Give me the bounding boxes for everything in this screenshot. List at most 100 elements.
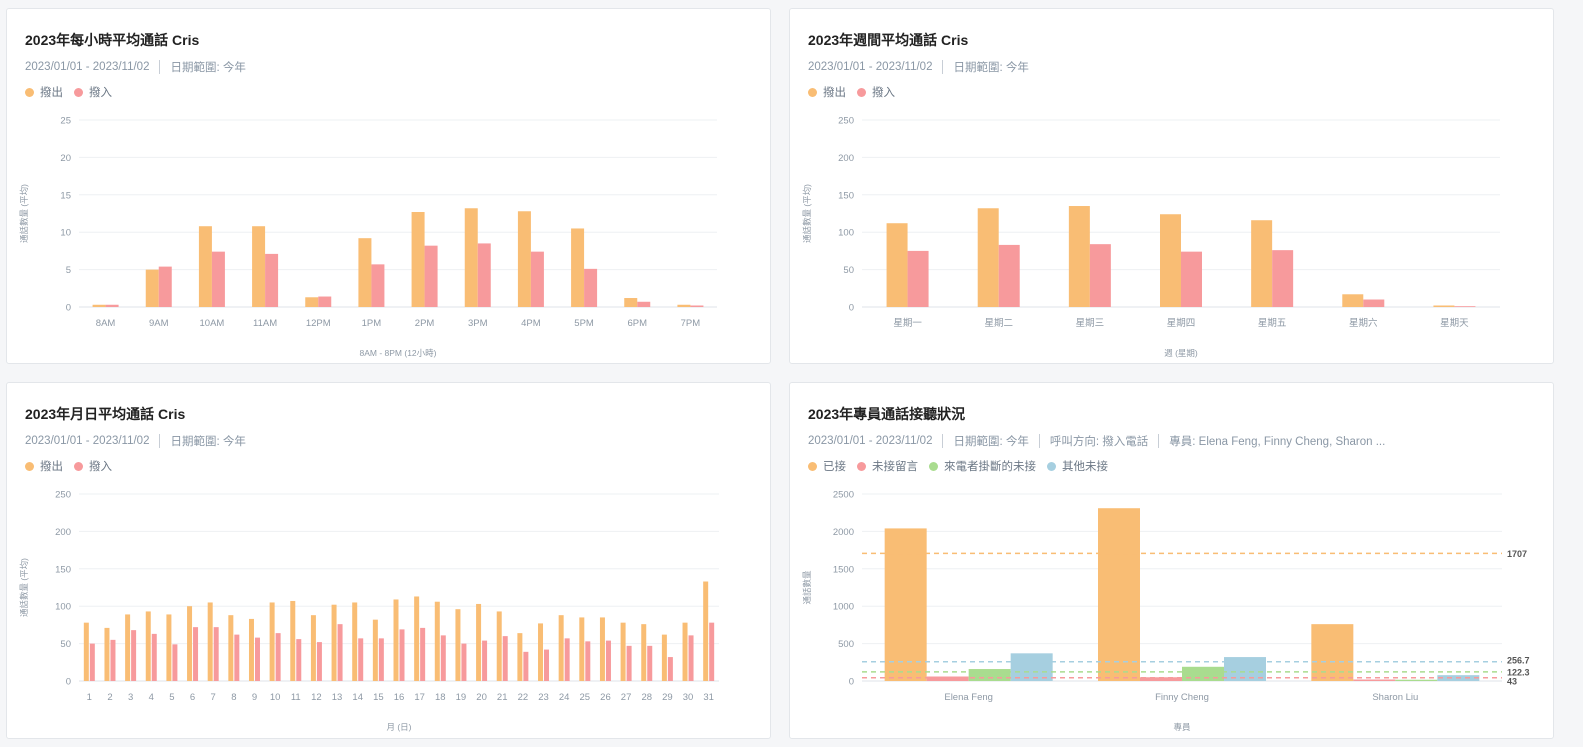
x-tick-label: 6 (190, 692, 195, 703)
bar (1454, 306, 1476, 307)
legend-item-incoming[interactable]: 撥入 (857, 84, 895, 100)
bar (1010, 653, 1053, 681)
date-range-filter: 日期範圍: 今年 (953, 62, 1029, 74)
y-axis-label: 通話數量 (平均) (802, 184, 812, 243)
legend-item-incoming[interactable]: 撥入 (74, 84, 112, 100)
bar (145, 611, 151, 681)
bar (290, 600, 296, 681)
x-tick-label: 4 (149, 692, 154, 703)
x-tick-label: 16 (394, 692, 405, 703)
bar (104, 627, 110, 681)
legend-item-outgoing[interactable]: 撥出 (808, 84, 846, 100)
bar (1363, 299, 1385, 307)
bar (172, 644, 178, 681)
legend-item-outgoing[interactable]: 撥出 (25, 84, 63, 100)
bar (886, 223, 908, 307)
y-tick-label: 200 (55, 527, 71, 538)
y-tick-label: 250 (838, 116, 854, 127)
bar (213, 627, 219, 681)
bar (372, 619, 378, 681)
bar (207, 602, 213, 681)
bar (461, 643, 467, 681)
bar (477, 243, 491, 307)
y-tick-label: 100 (55, 602, 71, 613)
chart-meta: 2023/01/01 - 2023/11/02 日期範圍: 今年 (808, 59, 1029, 75)
bar (92, 304, 106, 307)
legend-label: 撥出 (40, 461, 63, 473)
meta-divider (942, 434, 944, 448)
bar (228, 615, 234, 681)
legend-dot (857, 461, 866, 471)
bar (558, 615, 564, 681)
y-axis-label: 通話數量 (平均) (19, 558, 29, 617)
bar (434, 601, 440, 681)
bar (371, 264, 385, 307)
x-tick-label: 星期四 (1167, 318, 1196, 329)
legend-item-outgoing[interactable]: 撥出 (25, 458, 63, 474)
x-tick-label: 27 (621, 692, 632, 703)
legend-item-caller-hangup[interactable]: 來電者掛斷的未接 (929, 458, 1036, 474)
date-range: 2023/01/01 - 2023/11/02 (25, 435, 150, 447)
bar (1342, 294, 1364, 307)
weekday-calls-card: 2023年週間平均通話 Cris 2023/01/01 - 2023/11/02… (789, 8, 1554, 364)
x-axis-label: 月 (日) (386, 722, 411, 732)
bar (1098, 508, 1140, 681)
y-tick-label: 2500 (833, 490, 854, 501)
bar (476, 603, 482, 681)
x-tick-label: 21 (497, 692, 508, 703)
x-tick-label: 17 (414, 692, 425, 703)
bar (254, 637, 260, 681)
bar (1160, 214, 1181, 307)
x-axis-label: 8AM - 8PM (12小時) (360, 348, 437, 358)
meta-divider (159, 60, 161, 74)
x-tick-label: 8 (231, 692, 236, 703)
legend-item-other-missed[interactable]: 其他未接 (1047, 458, 1108, 474)
hourly-bar-chart: 0 5 10 15 20 25 通話數量 (平均) 8AM - 8PM (12小時) 8AM 9A… (19, 116, 717, 358)
legend-label: 已接 (823, 461, 846, 473)
legend-item-answered[interactable]: 已接 (808, 458, 846, 474)
legend-item-voicemail[interactable]: 未接留言 (857, 458, 918, 474)
x-tick-label: 9 (252, 692, 257, 703)
bar (399, 629, 405, 681)
y-tick-label: 500 (838, 639, 854, 650)
bar (620, 622, 626, 681)
bar (709, 622, 715, 681)
x-tick-label: 10 (270, 692, 281, 703)
bar (517, 211, 531, 307)
hourly-calls-card: 2023年每小時平均通話 Cris 2023/01/01 - 2023/11/0… (6, 8, 771, 364)
x-tick-label: 6PM (627, 318, 647, 329)
bar (145, 269, 159, 307)
chart-meta: 2023/01/01 - 2023/11/02 日期範圍: 今年 呼叫方向: 撥… (808, 433, 1385, 449)
x-tick-label: 星期五 (1258, 318, 1287, 329)
bar (310, 615, 316, 681)
chart-legend: 撥出 撥入 (25, 458, 123, 474)
bar (626, 645, 632, 681)
bar (579, 617, 585, 681)
bar (884, 528, 927, 681)
legend-label: 撥入 (872, 87, 895, 99)
bar (517, 633, 523, 681)
y-tick-label: 5 (66, 265, 71, 276)
reference-line-label: 1707 (1507, 549, 1527, 559)
x-tick-label: 1PM (362, 318, 382, 329)
bar (151, 633, 157, 681)
bar (352, 602, 358, 681)
x-axis-label: 專員 (1173, 722, 1191, 732)
bar (358, 238, 372, 307)
x-tick-label: 2 (107, 692, 112, 703)
bar (667, 657, 673, 681)
bar (193, 627, 199, 681)
chart-legend: 撥出 撥入 (808, 84, 906, 100)
y-tick-label: 2000 (833, 527, 854, 538)
x-tick-label: 22 (518, 692, 529, 703)
y-tick-label: 0 (849, 677, 854, 688)
date-range-filter: 日期範圍: 今年 (170, 436, 246, 448)
bar (977, 208, 999, 307)
bar (316, 642, 322, 681)
meta-divider (1158, 434, 1160, 448)
bar (926, 676, 969, 681)
y-tick-label: 25 (60, 116, 71, 127)
x-tick-label: 23 (538, 692, 549, 703)
legend-item-incoming[interactable]: 撥入 (74, 458, 112, 474)
bar (166, 614, 172, 681)
